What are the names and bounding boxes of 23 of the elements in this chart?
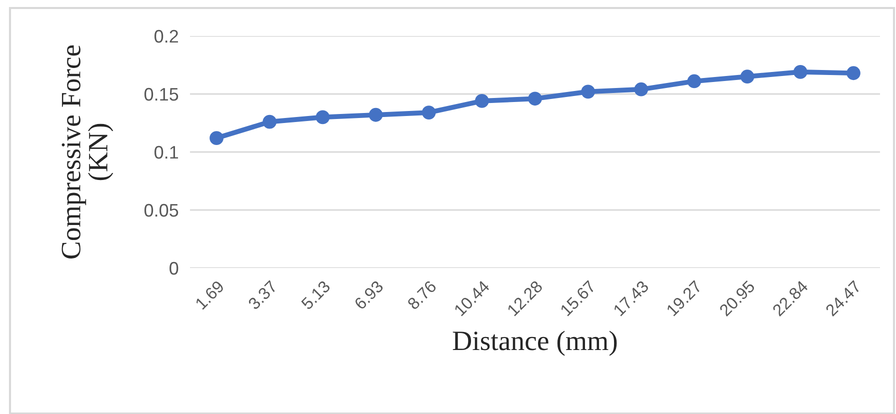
point xyxy=(740,70,754,84)
point xyxy=(581,84,596,99)
point xyxy=(262,114,277,129)
point xyxy=(846,66,860,80)
y-tick-label: 0.15 xyxy=(144,88,178,101)
point xyxy=(316,110,330,124)
y-tick-label: 0 xyxy=(170,262,178,275)
point xyxy=(368,108,383,122)
x-tick-label: 6.93 xyxy=(354,280,384,310)
x-tick-label: 8.76 xyxy=(406,280,437,310)
point xyxy=(793,65,808,79)
y-axis-title: Compressive Force (KN) xyxy=(62,45,114,258)
point xyxy=(474,94,489,108)
x-tick-label: 5.13 xyxy=(300,280,331,310)
y-tick-label: 0.05 xyxy=(144,204,178,217)
point xyxy=(422,106,436,120)
point xyxy=(634,82,648,96)
point xyxy=(528,92,542,106)
y-tick-label: 0.1 xyxy=(154,146,178,159)
point xyxy=(687,74,702,88)
point xyxy=(210,131,224,146)
y-tick-label: 0.2 xyxy=(154,30,178,43)
x-axis-title: Distance (mm) xyxy=(452,330,617,356)
